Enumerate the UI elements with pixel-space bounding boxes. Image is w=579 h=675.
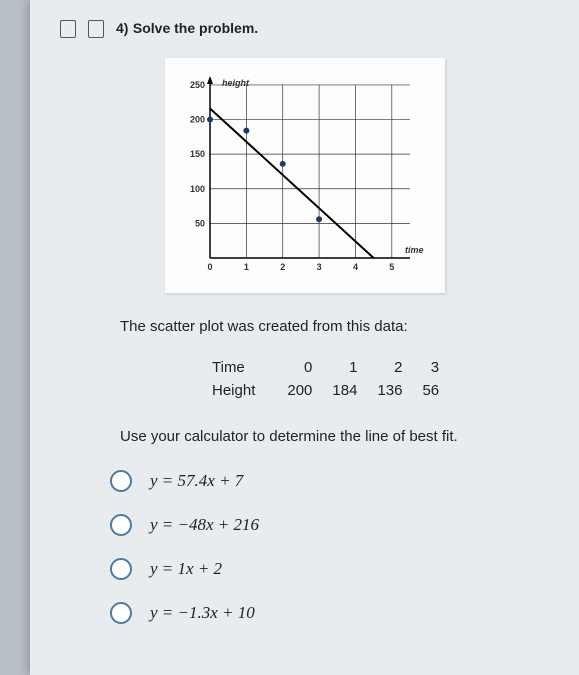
option-label: y = 1x + 2	[150, 559, 222, 579]
svg-text:250: 250	[189, 80, 204, 90]
cell: 56	[422, 380, 457, 401]
row-label: Time	[212, 357, 285, 378]
cell: 3	[422, 357, 457, 378]
cell: 2	[377, 357, 420, 378]
option-label: y = 57.4x + 7	[150, 471, 243, 491]
scatter-chart: 50 100 150 200 250 0 1 2 3 4 5 height time	[165, 58, 445, 293]
option-d[interactable]: y = −1.3x + 10	[110, 602, 549, 624]
row-label: Height	[212, 380, 285, 401]
note-icon[interactable]	[88, 20, 104, 38]
svg-text:0: 0	[207, 262, 212, 272]
svg-text:3: 3	[316, 262, 321, 272]
svg-text:height: height	[222, 78, 250, 88]
instruction-text: Use your calculator to determine the lin…	[120, 428, 549, 445]
option-c[interactable]: y = 1x + 2	[110, 558, 549, 580]
table-row: Time 0 1 2 3	[212, 357, 457, 378]
cell: 200	[287, 380, 330, 401]
radio-icon[interactable]	[110, 514, 132, 536]
svg-text:5: 5	[389, 262, 394, 272]
option-b[interactable]: y = −48x + 216	[110, 514, 549, 536]
chart-svg: 50 100 150 200 250 0 1 2 3 4 5 height time	[175, 68, 435, 278]
svg-text:150: 150	[189, 149, 204, 159]
cell: 184	[332, 380, 375, 401]
table-row: Height 200 184 136 56	[212, 380, 457, 401]
svg-text:2: 2	[280, 262, 285, 272]
radio-icon[interactable]	[110, 470, 132, 492]
svg-text:200: 200	[189, 115, 204, 125]
svg-text:4: 4	[352, 262, 357, 272]
radio-icon[interactable]	[110, 558, 132, 580]
answer-options: y = 57.4x + 7 y = −48x + 216 y = 1x + 2 …	[110, 470, 549, 624]
svg-text:50: 50	[194, 218, 204, 228]
question-header: 4) Solve the problem.	[60, 20, 549, 38]
cell: 0	[287, 357, 330, 378]
data-table: Time 0 1 2 3 Height 200 184 136 56	[210, 355, 459, 403]
option-label: y = −1.3x + 10	[150, 603, 255, 623]
bookmark-icon[interactable]	[60, 20, 76, 38]
option-a[interactable]: y = 57.4x + 7	[110, 470, 549, 492]
svg-text:1: 1	[243, 262, 248, 272]
scatter-caption: The scatter plot was created from this d…	[120, 318, 549, 335]
radio-icon[interactable]	[110, 602, 132, 624]
svg-text:time: time	[405, 245, 424, 255]
question-number: 4) Solve the problem.	[116, 20, 258, 38]
svg-text:100: 100	[189, 184, 204, 194]
cell: 136	[377, 380, 420, 401]
cell: 1	[332, 357, 375, 378]
option-label: y = −48x + 216	[150, 515, 259, 535]
